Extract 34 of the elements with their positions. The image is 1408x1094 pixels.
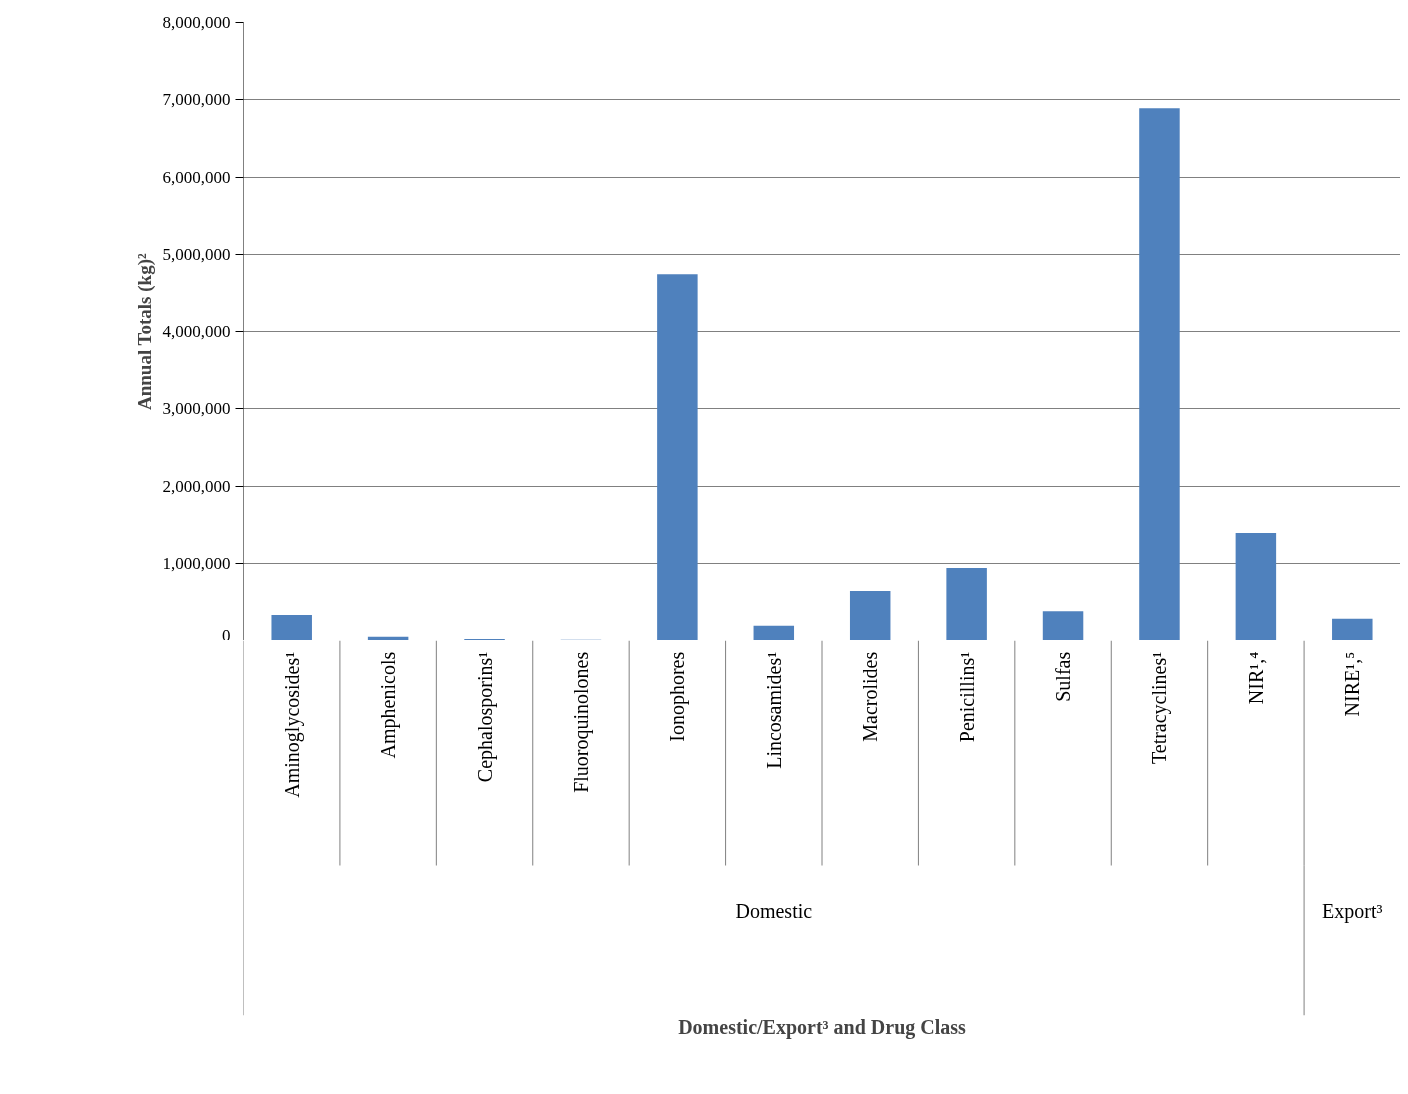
y-tick-label: 6,000,000 [162, 167, 231, 187]
x-tick-label: Tetracyclines¹ [1148, 651, 1172, 765]
y-tick-label: 4,000,000 [162, 322, 231, 341]
text: Domestic/Export³ and Drug Class [678, 1015, 967, 1039]
y-tick-label: 2,000,000 [162, 476, 231, 496]
x-tick-label: Penicillins¹ [955, 651, 978, 743]
x-tick-label: Cephalosporins¹ [473, 651, 497, 783]
text: Export³ [1322, 899, 1383, 923]
x-tick-label: Sulfas [1052, 651, 1075, 702]
y-axis-title: Annual Totals (kg)² [133, 253, 156, 411]
bar [1139, 108, 1180, 640]
x-tick-label: NIRE¹,⁵ [1341, 651, 1364, 717]
bar [1332, 618, 1373, 640]
x-tick-label: Macrolides [859, 651, 882, 742]
x-tick-label: Lincosamides¹ [762, 651, 785, 769]
bar [657, 274, 698, 640]
x-tick-label: Amphenicols [377, 651, 401, 759]
bar [753, 625, 795, 640]
text: Domestic [735, 899, 813, 922]
y-tick-label: 7,000,000 [162, 90, 231, 110]
x-tick-label: NIR¹,⁴ [1244, 651, 1267, 705]
bar [849, 591, 891, 640]
y-tick-label: 3,000,000 [162, 399, 231, 419]
y-tick-label: 8,000,000 [162, 13, 231, 32]
y-tick-label: 1,000,000 [162, 553, 231, 573]
x-tick-label: Aminoglycosides¹ [280, 651, 304, 798]
bar [1042, 611, 1084, 640]
bar [271, 615, 312, 640]
y-tick-label: 0 [222, 625, 231, 645]
x-tick-label: Fluoroquinolones [569, 651, 593, 793]
x-tick-label: Ionophores [666, 651, 690, 742]
bar [1235, 533, 1277, 640]
y-tick-label: 5,000,000 [162, 244, 231, 264]
bar [946, 567, 987, 640]
